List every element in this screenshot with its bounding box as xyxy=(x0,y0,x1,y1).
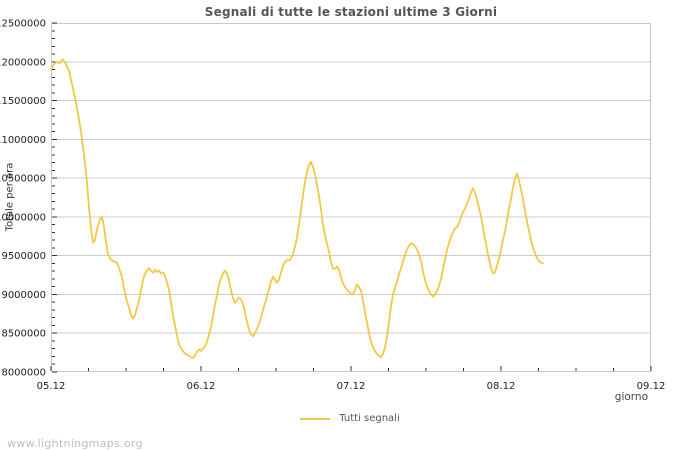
x-tick-label: 09.12 xyxy=(637,381,666,392)
x-tick-label: 05.12 xyxy=(37,381,66,392)
data-line-tutti-segnali xyxy=(50,58,544,359)
y-tick-label: 9500000 xyxy=(1,251,46,262)
y-tick-label: 8000000 xyxy=(1,368,46,379)
legend: Tutti segnali xyxy=(0,413,700,424)
y-tick-label: 11500000 xyxy=(0,96,46,107)
y-tick-label: 12000000 xyxy=(0,57,46,68)
y-tick-label: 10500000 xyxy=(0,174,46,185)
x-tick-label: 06.12 xyxy=(187,381,216,392)
y-tick-label: 12500000 xyxy=(0,19,46,30)
watermark-text: www.lightningmaps.org xyxy=(7,437,143,450)
y-tick-label: 8500000 xyxy=(1,329,46,340)
x-tick-label: 08.12 xyxy=(487,381,516,392)
plot-border xyxy=(51,23,651,372)
y-tick-label: 10000000 xyxy=(0,212,46,223)
x-tick-label: 07.12 xyxy=(337,381,366,392)
legend-label: Tutti segnali xyxy=(339,413,400,424)
y-tick-label: 11000000 xyxy=(0,135,46,146)
legend-line-swatch xyxy=(300,417,331,420)
y-tick-label: 9000000 xyxy=(1,290,46,301)
chart-title: Segnali di tutte le stazioni ultime 3 Gi… xyxy=(204,5,498,19)
x-axis-title: giorno xyxy=(614,391,648,403)
